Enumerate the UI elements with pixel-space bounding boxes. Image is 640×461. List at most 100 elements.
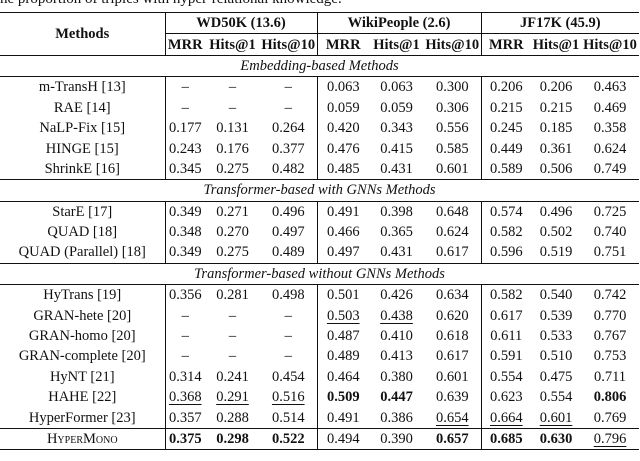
metric-cell: 0.540 bbox=[531, 285, 581, 306]
metric-cell: 0.740 bbox=[581, 222, 639, 242]
cell-value: 0.426 bbox=[380, 287, 413, 304]
cell-value: 0.375 bbox=[168, 431, 202, 447]
metric-cell: 0.611 bbox=[481, 326, 531, 346]
section-row: Transformer-based without GNNs Methods bbox=[0, 262, 640, 286]
cell-value: 0.059 bbox=[380, 99, 413, 116]
cell-value: 0.314 bbox=[168, 368, 202, 385]
metric-cell: – bbox=[165, 346, 205, 366]
cell-value: 0.601 bbox=[435, 160, 469, 177]
method-row: HAHE [22] 0.368 0.291 0.516 0.509 0.447 0.639 0… bbox=[0, 387, 639, 408]
cell-value: 0.624 bbox=[435, 224, 469, 241]
method-row: NaLP-Fix [15] 0.177 0.131 0.264 0.420 0.343 0.… bbox=[0, 117, 639, 139]
dataset-header: JF17K (45.9) bbox=[481, 11, 640, 35]
metric-cell: 0.501 bbox=[317, 285, 369, 306]
cell-value: 0.271 bbox=[216, 203, 249, 220]
cell-value: 0.487 bbox=[326, 328, 360, 345]
metric-cell: – bbox=[165, 98, 205, 118]
method-name: HyperMono bbox=[0, 427, 166, 451]
cell-value: 0.554 bbox=[489, 368, 523, 385]
cell-value: 0.420 bbox=[326, 120, 360, 137]
cell-value: 0.506 bbox=[539, 160, 573, 177]
metric-cell: 0.514 bbox=[260, 407, 318, 429]
cell-value: 0.510 bbox=[539, 348, 573, 365]
metric-cell: 0.380 bbox=[369, 367, 424, 387]
cell-value: 0.241 bbox=[216, 368, 249, 385]
cell-value: – bbox=[181, 99, 189, 116]
cell-value: 0.648 bbox=[435, 203, 469, 220]
cell-value: 0.131 bbox=[216, 120, 249, 137]
cell-value: – bbox=[284, 99, 292, 116]
metric-cell: 0.769 bbox=[581, 407, 639, 428]
cell-value: 0.533 bbox=[539, 328, 573, 345]
cell-value: 0.447 bbox=[380, 389, 413, 406]
method-row: QUAD (Parallel) [18] 0.349 0.275 0.489 0.497… bbox=[0, 242, 639, 264]
metric-cell: 0.685 bbox=[481, 427, 532, 451]
cell-value: 0.177 bbox=[168, 120, 202, 137]
metric-cell: 0.487 bbox=[317, 326, 369, 346]
cell-value: 0.601 bbox=[435, 368, 469, 385]
metric-cell: 0.582 bbox=[481, 285, 531, 306]
cell-value: 0.357 bbox=[168, 409, 202, 426]
method-name: HINGE [15] bbox=[0, 138, 166, 159]
cell-value: 0.769 bbox=[593, 409, 627, 426]
metric-cell: 0.617 bbox=[424, 242, 482, 264]
cell-value: – bbox=[228, 328, 237, 345]
cell-value: 0.582 bbox=[489, 287, 523, 304]
method-row: StarE [17] 0.349 0.271 0.496 0.491 0.398 0.648… bbox=[0, 201, 639, 222]
cell-value: 0.556 bbox=[435, 120, 469, 137]
metric-cell: 0.554 bbox=[531, 387, 581, 407]
method-name: HAHE [22] bbox=[0, 387, 166, 408]
metric-cell: 0.358 bbox=[581, 118, 639, 138]
cell-value: 0.685 bbox=[489, 431, 523, 447]
metric-header: Hits@1 bbox=[205, 33, 260, 56]
cell-value: 0.398 bbox=[380, 203, 413, 220]
metric-cell: 0.482 bbox=[260, 158, 318, 180]
cell-value: 0.365 bbox=[380, 224, 413, 241]
metric-cell: 0.806 bbox=[581, 387, 639, 407]
cell-value: 0.489 bbox=[271, 244, 305, 261]
method-name: HyperFormer [23] bbox=[0, 407, 166, 429]
metric-cell: 0.365 bbox=[369, 222, 424, 242]
cell-value: – bbox=[284, 348, 292, 365]
metric-cell: 0.639 bbox=[424, 387, 482, 408]
metric-cell: 0.554 bbox=[481, 367, 531, 387]
cell-value: 0.386 bbox=[380, 409, 413, 426]
methods-header: Methods bbox=[0, 12, 166, 56]
metric-cell: 0.386 bbox=[369, 407, 424, 428]
cell-value: 0.509 bbox=[326, 389, 360, 406]
cell-value: 0.449 bbox=[489, 140, 523, 157]
metric-cell: 0.491 bbox=[317, 407, 369, 428]
metric-cell: 0.288 bbox=[205, 407, 260, 428]
metric-cell: 0.449 bbox=[481, 138, 531, 158]
metric-cell: 0.356 bbox=[165, 285, 205, 306]
cell-value: 0.796 bbox=[593, 431, 627, 447]
cell-value: – bbox=[228, 348, 237, 365]
metric-cell: 0.475 bbox=[531, 367, 581, 387]
metric-cell: – bbox=[260, 305, 318, 326]
cell-value: 0.275 bbox=[216, 244, 249, 261]
metric-cell: 0.059 bbox=[369, 98, 424, 118]
metric-cell: – bbox=[165, 326, 205, 346]
metric-cell: 0.215 bbox=[481, 98, 531, 118]
metric-cell: 0.510 bbox=[531, 346, 581, 366]
method-name: QUAD [18] bbox=[0, 221, 166, 243]
metric-cell: 0.398 bbox=[369, 201, 424, 222]
cell-value: 0.574 bbox=[489, 203, 523, 220]
method-row: HyNT [21] 0.314 0.241 0.454 0.464 0.380 0.601 0… bbox=[0, 366, 639, 388]
cell-value: 0.596 bbox=[489, 244, 523, 261]
method-row: GRAN-homo [20] – – –0.487 0.410 0.618 0.611 0.5… bbox=[0, 325, 639, 347]
metric-cell: – bbox=[260, 76, 318, 98]
cell-value: 0.300 bbox=[435, 79, 469, 96]
cell-value: 0.522 bbox=[271, 431, 305, 447]
section-title: Transformer-based with GNNs Methods bbox=[0, 179, 640, 202]
section-title: Embedding-based Methods bbox=[0, 54, 640, 78]
metric-cell: 0.767 bbox=[581, 326, 639, 346]
method-name: HyTrans [19] bbox=[0, 284, 166, 306]
cell-value: 0.349 bbox=[168, 244, 202, 261]
cell-value: 0.410 bbox=[380, 328, 413, 345]
method-row: HyperMono 0.375 0.298 0.522 0.494 0.390 0.657 0… bbox=[0, 427, 640, 451]
method-row: ShrinkE [16] 0.345 0.275 0.482 0.485 0.431 0.6… bbox=[0, 158, 639, 180]
metric-cell: 0.431 bbox=[369, 242, 424, 263]
cell-value: 0.494 bbox=[326, 431, 360, 447]
